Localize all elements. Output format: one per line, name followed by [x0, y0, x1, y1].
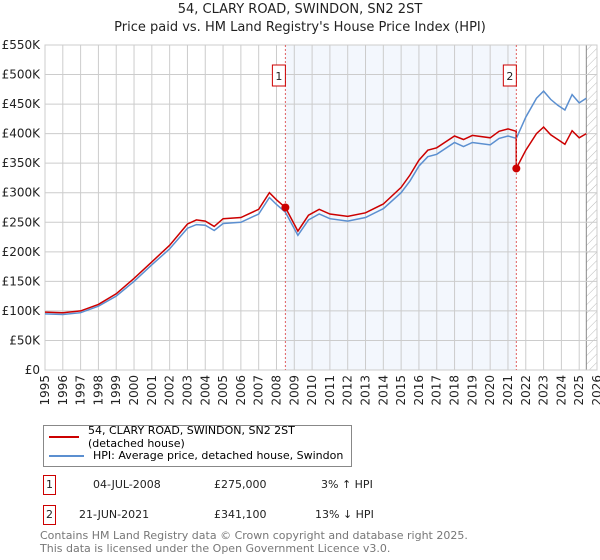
sale-label-box — [271, 64, 286, 87]
y-tick-label: £350K — [2, 156, 42, 170]
x-tick-label: 2012 — [341, 375, 355, 406]
x-tick-label: 2016 — [412, 375, 426, 406]
transaction-marker: 2 — [43, 505, 56, 525]
y-tick-label: £250K — [2, 215, 42, 229]
legend-label-hpi: HPI: Average price, detached house, Swin… — [93, 449, 344, 462]
y-tick-label: £100K — [2, 304, 42, 318]
transaction-price: £275,000 — [214, 478, 267, 491]
forecast-hatch — [586, 45, 597, 370]
property-price-line — [44, 126, 587, 314]
transaction-hpi: 3% ↑ HPI — [321, 478, 373, 491]
x-tick-label: 2000 — [127, 375, 141, 406]
x-tick-label: 2020 — [483, 375, 497, 406]
y-tick-label: £400K — [2, 127, 42, 141]
price-chart: 1 2 1995 1996 1997 1998 1999 2000 2001 2002 2003 20… — [2, 38, 600, 406]
sale-label: 2 — [506, 70, 513, 83]
x-tick-label: 1997 — [74, 375, 88, 406]
x-tick-label: 2025 — [572, 375, 586, 406]
x-tick-label: 2023 — [537, 375, 551, 406]
x-tick-label: 2002 — [163, 375, 177, 406]
x-tick-label: 2004 — [198, 375, 212, 406]
x-tick-label: 2008 — [269, 375, 283, 406]
footer-copyright: Contains HM Land Registry data © Crown c… — [40, 529, 468, 542]
transaction-price: £341,100 — [214, 508, 267, 521]
x-tick-label: 2022 — [519, 375, 533, 406]
x-tick-label: 2006 — [234, 375, 248, 406]
x-tick-label: 1998 — [91, 375, 105, 406]
transaction-marker: 1 — [43, 475, 56, 495]
x-tick-label: 2011 — [323, 375, 337, 406]
x-tick-label: 1995 — [38, 375, 52, 406]
hpi-line — [44, 89, 587, 316]
y-tick-label: £500K — [2, 68, 42, 82]
chart-subtitle: Price paid vs. HM Land Registry's House … — [114, 20, 486, 35]
y-tick-label: £0 — [25, 363, 40, 377]
x-tick-label: 1999 — [109, 375, 123, 406]
x-tick-label: 2010 — [305, 375, 319, 406]
x-tick-label: 2015 — [394, 375, 408, 406]
sale-point — [281, 203, 290, 212]
x-tick-label: 2026 — [590, 375, 600, 406]
x-tick-label: 2001 — [145, 375, 159, 406]
legend-swatch-hpi — [49, 454, 84, 457]
x-tick-label: 2009 — [287, 375, 301, 406]
legend-swatch-property — [49, 435, 79, 438]
x-tick-label: 2003 — [180, 375, 194, 406]
y-tick-label: £150K — [2, 274, 42, 288]
transaction-date: 21-JUN-2021 — [79, 508, 150, 521]
transaction-row: 1 04-JUL-2008 £275,000 3% ↑ HPI — [43, 475, 443, 495]
transaction-hpi: 13% ↓ HPI — [315, 508, 374, 521]
x-tick-label: 2018 — [448, 375, 462, 406]
transaction-date: 04-JUL-2008 — [93, 478, 161, 491]
sale-label-box — [502, 64, 517, 87]
x-tick-label: 2013 — [359, 375, 373, 406]
sale-label: 1 — [275, 70, 282, 83]
chart-title: 54, CLARY ROAD, SWINDON, SN2 2ST — [177, 2, 423, 17]
y-tick-label: £200K — [2, 245, 42, 259]
x-tick-label: 2019 — [465, 375, 479, 406]
x-tick-label: 2021 — [501, 375, 515, 406]
x-tick-label: 2024 — [554, 375, 568, 406]
plot-frame — [44, 44, 598, 371]
sale-point — [512, 164, 521, 173]
y-tick-label: £300K — [2, 186, 42, 200]
transaction-row: 2 21-JUN-2021 £341,100 13% ↓ HPI — [43, 505, 443, 525]
x-tick-label: 2005 — [216, 375, 230, 406]
x-tick-label: 1996 — [56, 375, 70, 406]
legend-label-property: 54, CLARY ROAD, SWINDON, SN2 2ST (detach… — [87, 423, 295, 450]
x-tick-label: 2017 — [430, 375, 444, 406]
y-tick-label: £450K — [2, 97, 42, 111]
y-tick-label: £550K — [2, 38, 42, 52]
chart-legend: 54, CLARY ROAD, SWINDON, SN2 2ST (detach… — [43, 423, 352, 467]
x-tick-label: 2014 — [376, 375, 390, 406]
y-tick-label: £50K — [9, 333, 41, 347]
x-tick-label: 2007 — [252, 375, 266, 406]
footer-licence: This data is licensed under the Open Gov… — [40, 542, 391, 555]
footer: Contains HM Land Registry data © Crown c… — [40, 529, 468, 555]
